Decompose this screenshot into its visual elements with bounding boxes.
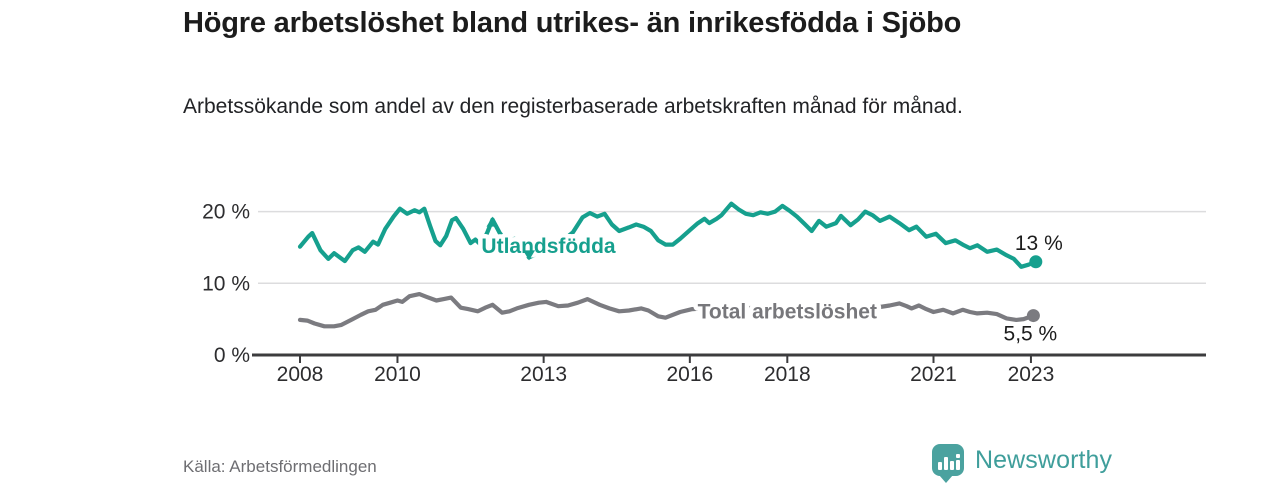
x-tick-label: 2016 (666, 363, 713, 386)
newsworthy-logo-icon (932, 444, 964, 483)
y-tick-label: 10 % (202, 272, 250, 295)
series-line-1 (297, 292, 1036, 329)
page-subtitle: Arbetssökande som andel av den registerb… (183, 95, 963, 118)
end-value-label-1: 5,5 % (1004, 323, 1058, 346)
series-label-1: Total arbetslöshet (698, 300, 877, 323)
series-end-dot-1 (1026, 309, 1040, 323)
y-tick-label: 20 % (202, 201, 250, 224)
x-tick-label: 2008 (277, 363, 324, 386)
x-tick-label: 2021 (910, 363, 957, 386)
bar-chart-icon (938, 454, 960, 470)
x-tick-label: 2018 (764, 363, 811, 386)
series-end-dot-0 (1029, 255, 1043, 269)
x-tick-label: 2013 (520, 363, 567, 386)
exclamation-icon (956, 454, 960, 470)
series-label-0: Utlandsfödda (481, 235, 615, 258)
newsworthy-wordmark: Newsworthy (975, 445, 1113, 474)
down-triangle-marker (523, 250, 536, 261)
source-note: Källa: Arbetsförmedlingen (183, 457, 377, 476)
end-value-label-0: 13 % (1015, 232, 1063, 255)
up-triangle-marker (486, 216, 499, 227)
y-tick-label: 0 % (214, 344, 250, 367)
series-line-0 (297, 201, 1038, 269)
newsworthy-logo: Newsworthy (932, 442, 1113, 483)
page-title: Högre arbetslöshet bland utrikes- än inr… (183, 7, 962, 39)
x-tick-label: 2023 (1008, 363, 1055, 386)
x-tick-label: 2010 (374, 363, 421, 386)
